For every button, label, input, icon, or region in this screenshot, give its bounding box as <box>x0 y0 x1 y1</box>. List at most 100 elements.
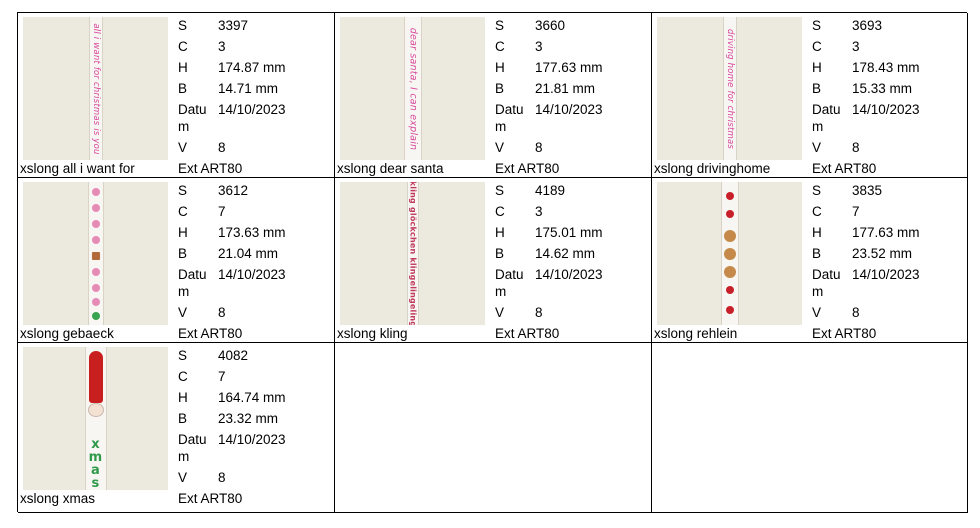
design-cell[interactable]: S 3835 C 7 H 177.63 mm B 23.52 mm Datu m 14/10… <box>652 178 968 343</box>
version-value: 8 <box>852 305 860 320</box>
height-label: H <box>178 60 188 75</box>
design-cell[interactable]: xmas S 4082 C 7 H 164.74 mm B 23.32 mm Datu m… <box>18 343 335 513</box>
design-cell[interactable]: kling glöckchen klingelingeling S 4189 C 3… <box>335 178 652 343</box>
santa-face-icon <box>87 403 104 417</box>
version-label: V <box>812 305 822 320</box>
reindeer-icon <box>723 248 736 260</box>
stitches-value: 3612 <box>218 183 249 198</box>
reindeer-icon <box>723 266 736 278</box>
design-name: xslong dear santa <box>337 161 444 176</box>
stitches-label: S <box>495 183 505 198</box>
date-value: 14/10/2023 <box>218 267 286 282</box>
stitches-label: S <box>495 18 505 33</box>
heart-icon <box>725 286 734 294</box>
width-value: 14.62 mm <box>535 246 596 261</box>
colors-value: 7 <box>218 204 226 219</box>
heart-icon <box>725 306 734 314</box>
design-properties: S 4189 C 3 H 175.01 mm B 14.62 mm Datu m 14/10… <box>495 180 645 323</box>
height-label: H <box>495 225 505 240</box>
date-label: Datu m <box>178 102 207 134</box>
design-name: xslong rehlein <box>654 326 738 341</box>
design-thumbnail: xmas <box>23 347 168 490</box>
version-label: V <box>178 140 188 155</box>
version-label: V <box>178 305 188 320</box>
cookie-circle-icon <box>91 298 100 306</box>
width-label: B <box>495 81 505 96</box>
design-thumbnail: driving home for christmas <box>657 17 802 160</box>
version-label: V <box>495 140 505 155</box>
design-extension: Ext ART80 <box>178 161 243 176</box>
version-value: 8 <box>218 470 226 485</box>
design-name: xslong gebaeck <box>20 326 114 341</box>
embroidery-strip: all i want for christmas is you <box>88 17 103 160</box>
stitches-value: 3693 <box>852 18 883 33</box>
colors-value: 7 <box>852 204 860 219</box>
reindeer-icon <box>723 230 736 242</box>
date-value: 14/10/2023 <box>535 102 603 117</box>
design-extension: Ext ART80 <box>178 491 243 506</box>
design-properties: S 4082 C 7 H 164.74 mm B 23.32 mm Datu m 14/10… <box>178 345 328 488</box>
design-cell[interactable]: all i want for christmas is you S 3397 C 3… <box>18 13 335 178</box>
version-label: V <box>812 140 822 155</box>
height-value: 178.43 mm <box>852 60 920 75</box>
date-label: Datu m <box>495 102 524 134</box>
empty-cell <box>335 343 652 513</box>
stitches-value: 4082 <box>218 348 249 363</box>
colors-label: C <box>178 369 188 384</box>
height-value: 177.63 mm <box>535 60 603 75</box>
embroidery-strip: driving home for christmas <box>722 17 737 160</box>
design-cell[interactable]: dear santa, I can explain S 3660 C 3 H 177.… <box>335 13 652 178</box>
width-label: B <box>812 246 822 261</box>
design-name: xslong kling <box>337 326 408 341</box>
cookie-circle-icon <box>91 236 100 244</box>
version-value: 8 <box>218 140 226 155</box>
version-value: 8 <box>535 305 543 320</box>
santa-hat-icon <box>88 351 103 403</box>
date-label: Datu m <box>812 102 841 134</box>
embroidery-strip <box>720 182 739 325</box>
cookie-circle-icon <box>91 204 100 212</box>
cookie-tree-icon <box>91 312 100 320</box>
colors-label: C <box>495 204 505 219</box>
stitches-value: 4189 <box>535 183 566 198</box>
design-name: xslong drivinghome <box>654 161 771 176</box>
design-properties: S 3660 C 3 H 177.63 mm B 21.81 mm Datu m 14/10… <box>495 15 645 158</box>
colors-label: C <box>812 204 822 219</box>
date-label: Datu m <box>812 267 841 299</box>
design-cell[interactable]: S 3612 C 7 H 173.63 mm B 21.04 mm Datu m 14/10… <box>18 178 335 343</box>
design-properties: S 3397 C 3 H 174.87 mm B 14.71 mm Datu m 14/10… <box>178 15 328 158</box>
design-thumbnail: dear santa, I can explain <box>340 17 485 160</box>
width-value: 23.32 mm <box>218 411 279 426</box>
width-label: B <box>178 411 188 426</box>
width-value: 14.71 mm <box>218 81 279 96</box>
height-label: H <box>495 60 505 75</box>
width-label: B <box>495 246 505 261</box>
design-extension: Ext ART80 <box>495 161 560 176</box>
empty-cell <box>652 343 968 513</box>
date-label: Datu m <box>178 432 207 464</box>
colors-value: 3 <box>535 39 543 54</box>
stitches-value: 3660 <box>535 18 566 33</box>
width-value: 23.52 mm <box>852 246 913 261</box>
width-label: B <box>178 246 188 261</box>
date-label: Datu m <box>495 267 524 299</box>
embroidery-strip: kling glöckchen klingelingeling <box>406 182 419 325</box>
height-value: 173.63 mm <box>218 225 286 240</box>
date-value: 14/10/2023 <box>852 267 920 282</box>
height-label: H <box>178 390 188 405</box>
colors-value: 7 <box>218 369 226 384</box>
width-label: B <box>812 81 822 96</box>
colors-value: 3 <box>535 204 543 219</box>
version-value: 8 <box>535 140 543 155</box>
date-value: 14/10/2023 <box>218 102 286 117</box>
strip-lettering: all i want for christmas is you <box>90 22 101 155</box>
width-value: 21.81 mm <box>535 81 596 96</box>
strip-lettering: kling glöckchen klingelingeling <box>408 182 417 325</box>
colors-label: C <box>178 39 188 54</box>
design-thumbnail <box>657 182 802 325</box>
stitches-value: 3835 <box>852 183 883 198</box>
stitches-label: S <box>178 183 188 198</box>
cookie-circle-icon <box>91 220 100 228</box>
design-cell[interactable]: driving home for christmas S 3693 C 3 H 178… <box>652 13 968 178</box>
stitches-label: S <box>178 348 188 363</box>
